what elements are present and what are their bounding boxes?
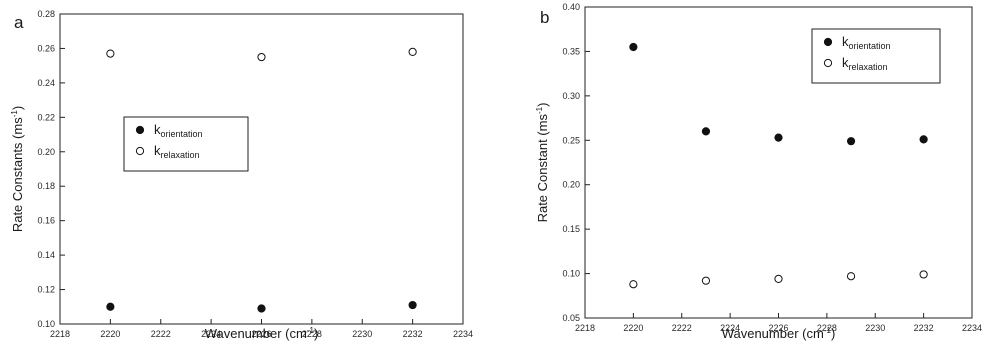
data-point-orientation	[774, 133, 783, 142]
x-axis-label-end: )	[831, 326, 835, 341]
legend-label-orientation: korientation	[842, 34, 891, 51]
y-axis-label-text: Rate Constant (ms	[535, 114, 550, 223]
x-tick-label: 2228	[302, 329, 322, 339]
y-tick-label: 0.30	[562, 91, 580, 101]
y-axis-label-end: )	[535, 103, 550, 107]
legend-symbol: k	[842, 55, 849, 70]
data-point-orientation	[701, 127, 711, 136]
x-tick-label: 2234	[453, 329, 473, 339]
y-axis-label-text: Rate Constants (ms	[10, 117, 25, 232]
x-tick-label: 2222	[672, 323, 692, 333]
legend-label-relaxation: krelaxation	[842, 55, 888, 72]
legend-symbol: k	[154, 122, 161, 137]
data-point-relaxation	[919, 270, 928, 279]
legend-symbol: k	[842, 34, 849, 49]
data-point-relaxation	[846, 272, 856, 281]
data-point-orientation	[408, 300, 417, 310]
data-point-relaxation	[701, 276, 711, 285]
x-tick-label: 2228	[817, 323, 837, 333]
data-point-relaxation	[774, 274, 783, 284]
x-tick-label: 2226	[768, 323, 788, 333]
y-tick-label: 0.14	[37, 250, 55, 260]
x-tick-label: 2222	[151, 329, 171, 339]
x-tick-label: 2232	[914, 323, 934, 333]
data-point-orientation	[257, 304, 266, 313]
y-tick-label: 0.10	[37, 319, 55, 329]
panel-label: b	[540, 8, 549, 27]
x-axis-label: Wavenumber (cm-1)	[205, 326, 319, 341]
legend-marker-relaxation	[135, 146, 145, 156]
y-tick-label: 0.15	[562, 224, 580, 234]
y-tick-label: 0.35	[562, 46, 580, 56]
panel-label: a	[14, 13, 24, 32]
x-axis-label-text: Wavenumber (cm	[722, 326, 824, 341]
legend-box	[123, 116, 249, 172]
x-tick-label: 2232	[403, 329, 423, 339]
x-axis-label-sup: -1	[307, 326, 315, 335]
data-point-orientation	[106, 302, 115, 311]
data-point-relaxation	[408, 47, 417, 56]
x-axis-label-text: Wavenumber (cm	[205, 326, 307, 341]
y-axis-label: Rate Constant (ms-1)	[535, 103, 550, 223]
x-tick-label: 2234	[962, 323, 982, 333]
x-tick-label: 2220	[100, 329, 120, 339]
y-axis-label: Rate Constants (ms-1)	[10, 106, 25, 232]
y-tick-label: 0.25	[562, 135, 580, 145]
y-axis-label-sup: -1	[10, 110, 19, 118]
y-tick-label: 0.24	[37, 78, 55, 88]
x-axis-label-sup: -1	[824, 326, 832, 335]
y-tick-label: 0.26	[37, 43, 55, 53]
x-tick-label: 2230	[352, 329, 372, 339]
y-tick-label: 0.10	[562, 269, 580, 279]
legend-marker-orientation	[823, 37, 833, 47]
x-tick-label: 2220	[623, 323, 643, 333]
y-axis-label-end: )	[10, 106, 25, 110]
y-tick-label: 0.12	[37, 285, 55, 295]
y-tick-label: 0.40	[562, 2, 580, 12]
x-tick-label: 2224	[201, 329, 221, 339]
y-tick-label: 0.28	[37, 9, 55, 19]
legend-symbol: k	[154, 143, 161, 158]
data-point-relaxation	[629, 280, 638, 289]
x-axis-label: Wavenumber (cm-1)	[722, 326, 836, 341]
x-tick-label: 2224	[720, 323, 740, 333]
data-point-orientation	[919, 135, 928, 144]
legend-marker-orientation	[135, 125, 145, 135]
legend-label-relaxation: krelaxation	[154, 143, 200, 160]
y-tick-label: 0.20	[37, 147, 55, 157]
x-tick-label: 2218	[575, 323, 595, 333]
y-axis-label-sup: -1	[535, 106, 544, 114]
chart-panel-a: a 0.10 0.12 0.14 0.16 0.18 0.20 0.22 0.24 0.26 0.2…	[10, 9, 473, 341]
data-point-orientation	[846, 137, 856, 146]
x-tick-label: 2230	[865, 323, 885, 333]
legend-box	[811, 28, 941, 84]
legend-subscript: orientation	[161, 129, 203, 139]
data-point-orientation	[629, 42, 638, 52]
x-tick-label: 2226	[251, 329, 271, 339]
x-tick-label: 2218	[50, 329, 70, 339]
y-tick-label: 0.05	[562, 313, 580, 323]
legend-subscript: relaxation	[849, 62, 888, 72]
legend-subscript: relaxation	[161, 150, 200, 160]
legend-marker-relaxation	[823, 58, 833, 68]
data-point-relaxation	[106, 49, 115, 58]
y-tick-label: 0.16	[37, 216, 55, 226]
x-axis-label-end: )	[314, 326, 318, 341]
y-tick-label: 0.22	[37, 112, 55, 122]
legend-label-orientation: korientation	[154, 122, 203, 139]
data-point-relaxation	[257, 52, 266, 62]
chart-panel-b: b 0.05 0.10 0.15 0.20 0.25 0.30 0.35 0.40 2218 222…	[535, 2, 982, 341]
y-tick-label: 0.20	[562, 180, 580, 190]
legend-subscript: orientation	[849, 41, 891, 51]
y-tick-label: 0.18	[37, 181, 55, 191]
